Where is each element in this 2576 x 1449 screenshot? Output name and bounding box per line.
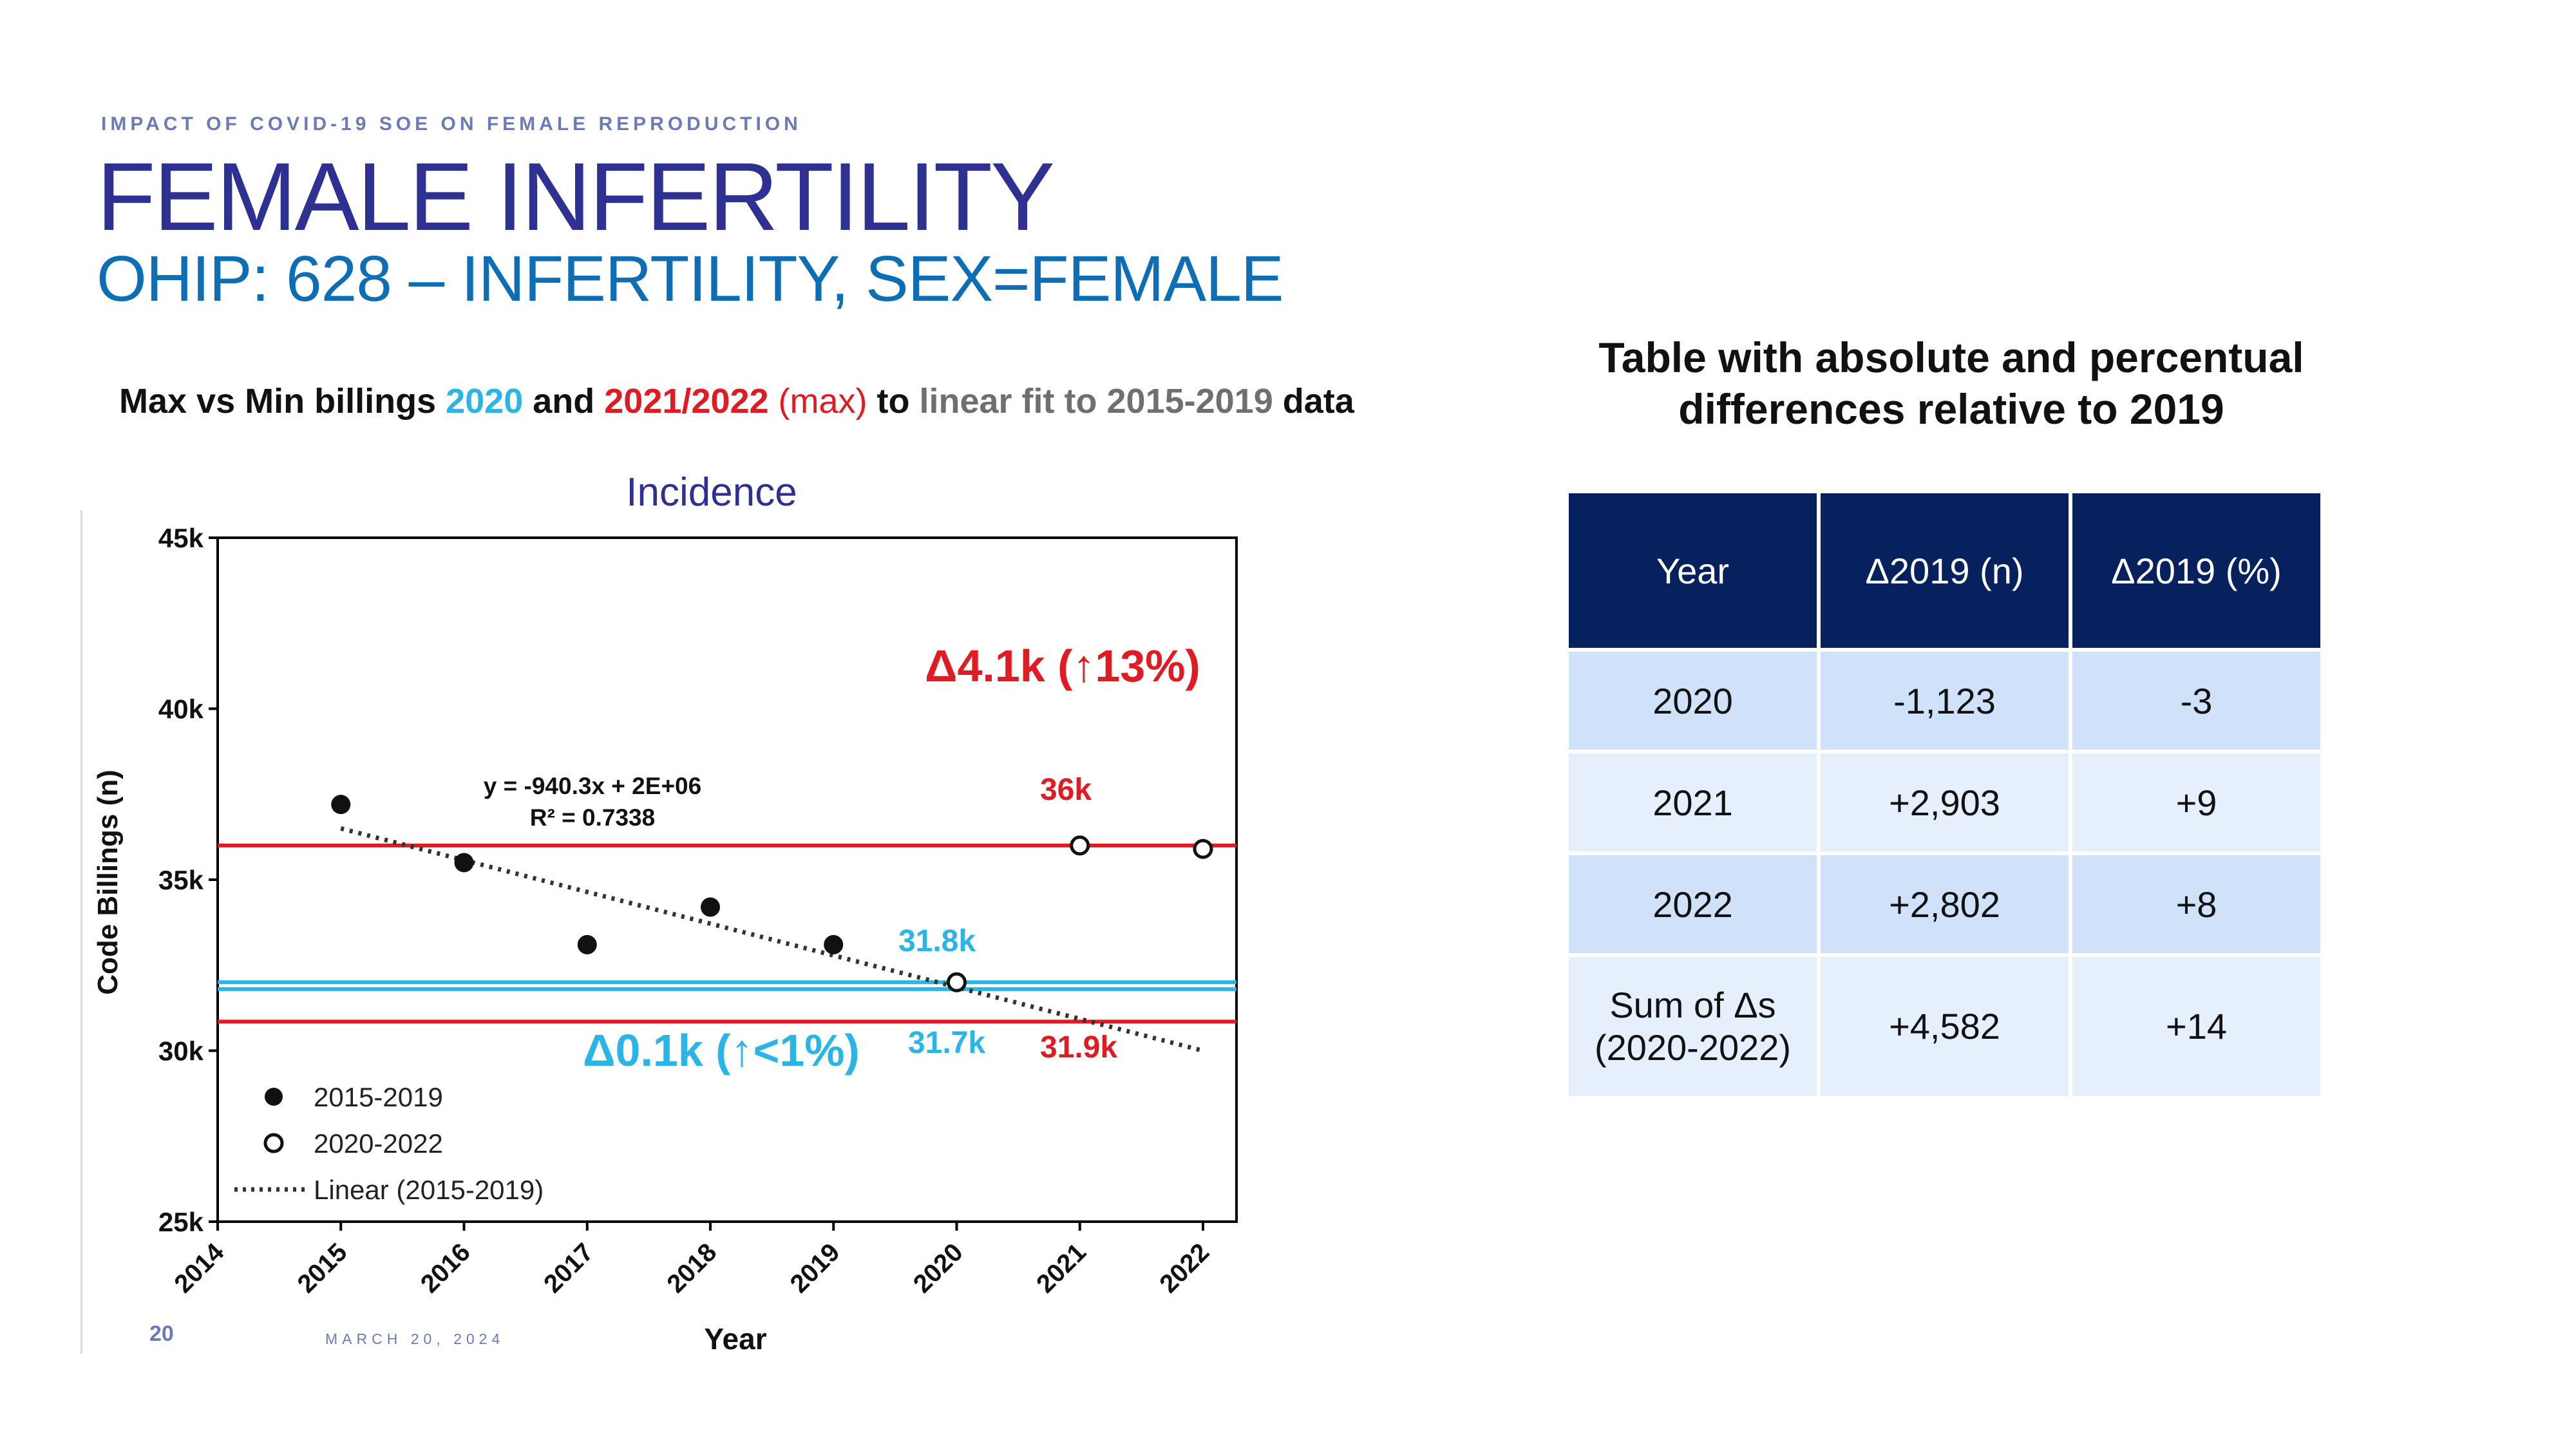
table-title-line: differences relative to 2019	[1678, 385, 2224, 433]
blue-lower-label: 31.7k	[908, 1026, 985, 1060]
caption-max: (max)	[768, 382, 867, 421]
cell-delta-pct: -3	[2072, 652, 2320, 750]
incidence-chart: Incidence 25k 30k 35k 40k 45k 2014 2015 2016 201…	[92, 470, 1238, 1356]
y-tick-label: 45k	[158, 523, 204, 553]
table-row: 2020 -1,123 -3	[1569, 652, 2320, 750]
left-divider	[80, 510, 82, 1354]
x-tick-label: 2017	[538, 1238, 599, 1298]
blue-upper-label: 31.8k	[898, 924, 976, 958]
caption-part: to	[867, 382, 920, 421]
trend-r2: R² = 0.7338	[530, 804, 655, 831]
point-2019	[824, 934, 844, 954]
legend-label-linear: Linear (2015-2019)	[314, 1175, 544, 1205]
cell-delta-pct: +9	[2072, 753, 2320, 851]
cell-delta-pct: +8	[2072, 855, 2320, 953]
legend-label-2015-2019: 2015-2019	[314, 1082, 443, 1112]
table-row: 2022 +2,802 +8	[1569, 855, 2320, 953]
point-2017	[577, 934, 597, 954]
cell-delta-n: -1,123	[1821, 652, 2069, 750]
cell-delta-n: +2,903	[1821, 753, 2069, 851]
delta-min-annotation: Δ0.1k (↑<1%)	[583, 1025, 860, 1075]
cell-delta-n: +4,582	[1821, 957, 2069, 1096]
chart-title: Incidence	[626, 470, 797, 515]
chart-legend: 2015-2019 2020-2022 Linear (2015-2019)	[234, 1082, 544, 1205]
x-tick-label: 2015	[292, 1238, 353, 1298]
point-2018	[701, 897, 720, 917]
slide-title: FEMALE INFERTILITY	[97, 142, 1055, 251]
trendline-layer	[340, 826, 1204, 1053]
difference-table: Year Δ2019 (n) Δ2019 (%) 2020 -1,123 -3 …	[1565, 489, 2324, 1100]
sum-label-line: Sum of Δs	[1609, 985, 1776, 1025]
point-2015	[331, 795, 351, 815]
page-number: 20	[149, 1321, 174, 1346]
sum-label-line: (2020-2022)	[1594, 1027, 1792, 1068]
x-axis-label: Year	[704, 1322, 766, 1356]
x-tick-label: 2022	[1154, 1238, 1215, 1298]
legend-marker-filled	[265, 1088, 283, 1106]
legend-marker-open	[263, 1133, 284, 1153]
slide-kicker: IMPACT OF COVID-19 SOE ON FEMALE REPRODU…	[101, 113, 802, 135]
table-header-row: Year Δ2019 (n) Δ2019 (%)	[1569, 493, 2320, 648]
trend-equation: y = -940.3x + 2E+06	[484, 773, 701, 799]
y-tick-label: 40k	[158, 694, 204, 724]
table-row: 2021 +2,903 +9	[1569, 753, 2320, 851]
point-2021	[1070, 835, 1090, 856]
x-tick-label: 2021	[1031, 1238, 1092, 1298]
caption-2020: 2020	[446, 382, 524, 421]
cell-delta-n: +2,802	[1821, 855, 2069, 953]
x-tick-label: 2014	[169, 1238, 230, 1299]
table-title-line: Table with absolute and percentual	[1598, 334, 2304, 381]
header-year: Year	[1569, 493, 1817, 648]
caption-2021-2022: 2021/2022	[604, 382, 769, 421]
red-lower-label: 31.9k	[1040, 1030, 1117, 1065]
cell-sum-label: Sum of Δs (2020-2022)	[1569, 957, 1817, 1096]
y-tick-label: 30k	[158, 1036, 204, 1066]
cell-year: 2020	[1569, 652, 1817, 750]
y-tick-label: 35k	[158, 865, 204, 895]
cell-delta-pct: +14	[2072, 957, 2320, 1096]
caption-part: and	[523, 382, 605, 421]
delta-max-annotation: Δ4.1k (↑13%)	[925, 641, 1200, 691]
caption-part: data	[1273, 382, 1354, 421]
cell-year: 2021	[1569, 753, 1817, 851]
y-axis-label: Code Billings (n)	[92, 770, 124, 995]
points-layer	[331, 795, 1213, 992]
chart-caption: Max vs Min billings 2020 and 2021/2022 (…	[119, 381, 1354, 421]
caption-linear-fit: linear fit to 2015-2019	[919, 382, 1273, 421]
point-2016	[454, 853, 474, 873]
x-tick-label: 2018	[661, 1238, 722, 1298]
table-title: Table with absolute and percentual diffe…	[1571, 332, 2331, 435]
cell-year: 2022	[1569, 855, 1817, 953]
reference-lines	[218, 843, 1236, 1024]
x-tick-label: 2020	[908, 1238, 969, 1298]
x-tick-label: 2016	[415, 1238, 476, 1298]
x-tick-label: 2019	[785, 1238, 846, 1298]
table-sum-row: Sum of Δs (2020-2022) +4,582 +14	[1569, 957, 2320, 1096]
slide-date: MARCH 20, 2024	[325, 1331, 505, 1347]
header-delta-pct: Δ2019 (%)	[2072, 493, 2320, 648]
header-delta-n: Δ2019 (n)	[1821, 493, 2069, 648]
point-2022	[1193, 838, 1213, 859]
caption-part: Max vs Min billings	[119, 382, 446, 421]
legend-label-2020-2022: 2020-2022	[314, 1128, 443, 1159]
y-tick-label: 25k	[158, 1207, 204, 1237]
slide-subtitle: OHIP: 628 – INFERTILITY, SEX=FEMALE	[97, 243, 1284, 315]
max-value-label: 36k	[1040, 773, 1092, 807]
point-2020	[947, 972, 967, 992]
trendline	[340, 826, 1204, 1053]
